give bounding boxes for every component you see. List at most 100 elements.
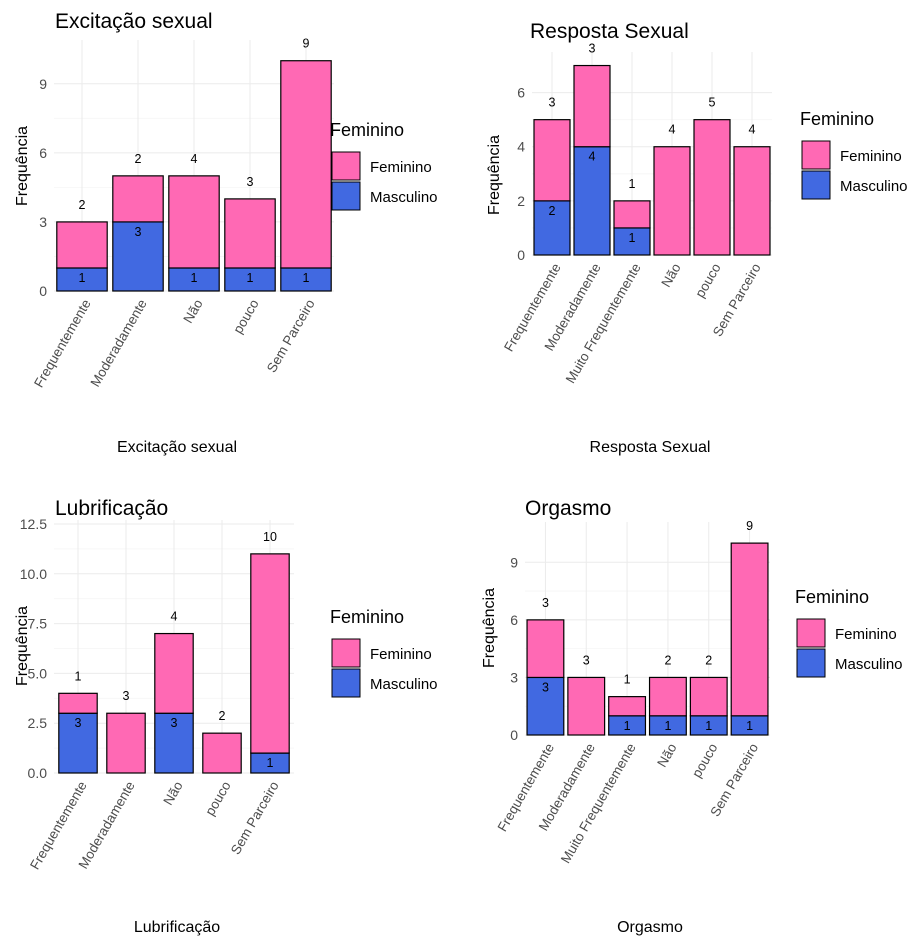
bar-feminino	[58, 692, 98, 714]
x-tick-label: pouco	[202, 779, 233, 818]
legend-label-feminino: Feminino	[840, 148, 902, 165]
data-label-masculino: 2	[549, 204, 556, 218]
data-label-masculino: 3	[171, 716, 178, 730]
legend-label-masculino: Masculino	[835, 656, 903, 673]
x-tick-label: pouco	[692, 261, 723, 300]
x-tick-label: Não	[180, 297, 205, 326]
chart-panel-4: 036933Frequentemente3Moderadamente11Muit…	[481, 497, 903, 936]
legend-key-masculino	[801, 170, 831, 200]
data-label-feminino: 2	[135, 152, 142, 166]
data-label-masculino: 4	[589, 150, 596, 164]
bar-feminino	[106, 712, 146, 774]
x-tick-label: Muito Frequentemente	[558, 741, 639, 866]
data-label-masculino: 1	[664, 719, 671, 733]
x-tick-label: pouco	[230, 297, 261, 336]
y-tick-label: 2	[517, 193, 525, 209]
legend-title: Feminino	[330, 607, 404, 627]
bar-feminino	[693, 119, 731, 256]
legend-key-feminino	[801, 140, 831, 170]
chart-title: Lubrificação	[55, 497, 168, 520]
chart-title: Excitação sexual	[55, 10, 213, 33]
bar-masculino	[573, 146, 611, 256]
y-axis-title: Frequência	[14, 606, 31, 686]
y-tick-label: 7.5	[28, 616, 48, 632]
bar-feminino	[526, 619, 565, 679]
bar-feminino	[56, 221, 108, 269]
data-label-masculino: 3	[542, 680, 549, 694]
bar-masculino	[613, 227, 651, 256]
x-tick-label: Frequentemente	[31, 297, 94, 390]
data-label-feminino: 3	[123, 689, 130, 703]
bar-feminino	[648, 676, 687, 717]
data-label-masculino: 3	[135, 225, 142, 239]
legend-label-feminino: Feminino	[370, 646, 432, 663]
y-tick-label: 9	[39, 76, 47, 92]
data-label-feminino: 3	[247, 175, 254, 189]
y-tick-label: 2.5	[28, 715, 48, 731]
legend: Feminino Feminino Masculino	[330, 120, 438, 211]
y-tick-label: 0.0	[28, 765, 48, 781]
data-label-masculino: 1	[746, 719, 753, 733]
chart-panel-1: 0 3 6 9 2 1 Frequentemente 2 3 Moderadamente 4 1 Não…	[14, 10, 438, 456]
legend-key-feminino	[331, 151, 361, 181]
x-axis-title: Lubrificação	[134, 919, 220, 936]
data-label-feminino: 2	[705, 653, 712, 667]
x-tick-label: Não	[658, 261, 683, 290]
data-label-feminino: 4	[191, 152, 198, 166]
data-label-feminino: 2	[219, 709, 226, 723]
data-label-feminino: 9	[303, 37, 310, 51]
data-label-feminino: 2	[79, 198, 86, 212]
bar-masculino	[154, 712, 194, 774]
x-axis-title: Resposta Sexual	[590, 439, 711, 456]
data-label-masculino: 1	[705, 719, 712, 733]
bar-masculino	[112, 221, 164, 292]
y-tick-label: 3	[510, 669, 518, 685]
data-label-feminino: 2	[664, 653, 671, 667]
bar-masculino	[58, 712, 98, 774]
legend-label-masculino: Masculino	[840, 178, 908, 195]
data-label-masculino: 1	[191, 271, 198, 285]
legend-label-feminino: Feminino	[835, 626, 897, 643]
bar-feminino	[224, 198, 276, 269]
y-tick-label: 0	[39, 283, 47, 299]
legend-title: Feminino	[330, 120, 404, 140]
legend: Feminino Feminino Masculino	[330, 607, 438, 698]
y-tick-label: 4	[517, 139, 525, 155]
data-label-masculino: 1	[624, 719, 631, 733]
data-label-masculino: 1	[629, 231, 636, 245]
bar-feminino	[168, 175, 220, 269]
data-label-feminino: 1	[75, 669, 82, 683]
y-axis-title: Frequência	[14, 126, 31, 206]
x-axis-title: Orgasmo	[617, 919, 683, 936]
bar-feminino	[202, 732, 242, 774]
y-tick-label: 5.0	[28, 665, 48, 681]
bar-feminino	[689, 676, 728, 717]
legend: Feminino Feminino Masculino	[800, 109, 908, 200]
legend-label-masculino: Masculino	[370, 676, 438, 693]
data-label-masculino: 1	[79, 271, 86, 285]
bar-feminino	[573, 64, 611, 148]
legend-key-masculino	[331, 181, 361, 211]
legend-title: Feminino	[795, 587, 869, 607]
y-axis-title: Frequência	[486, 135, 503, 215]
y-tick-label: 3	[39, 214, 47, 230]
chart-title: Resposta Sexual	[530, 20, 689, 43]
bar-feminino	[567, 676, 606, 736]
bar-feminino	[730, 542, 769, 717]
legend-key-feminino	[331, 638, 361, 668]
grid	[525, 522, 770, 736]
x-tick-label: Não	[654, 741, 679, 770]
y-axis-title: Frequência	[481, 588, 498, 668]
data-label-masculino: 1	[247, 271, 254, 285]
y-tick-label: 10.0	[20, 566, 47, 582]
bar-feminino	[733, 146, 771, 256]
y-tick-label: 6	[39, 145, 47, 161]
x-tick-label: Moderadamente	[88, 297, 150, 390]
data-label-feminino: 3	[549, 96, 556, 110]
legend-label-feminino: Feminino	[370, 159, 432, 176]
x-tick-label: Não	[160, 779, 185, 808]
bar-feminino	[608, 696, 647, 717]
bar-feminino	[613, 200, 651, 229]
data-label-feminino: 4	[171, 610, 178, 624]
legend-label-masculino: Masculino	[370, 189, 438, 206]
